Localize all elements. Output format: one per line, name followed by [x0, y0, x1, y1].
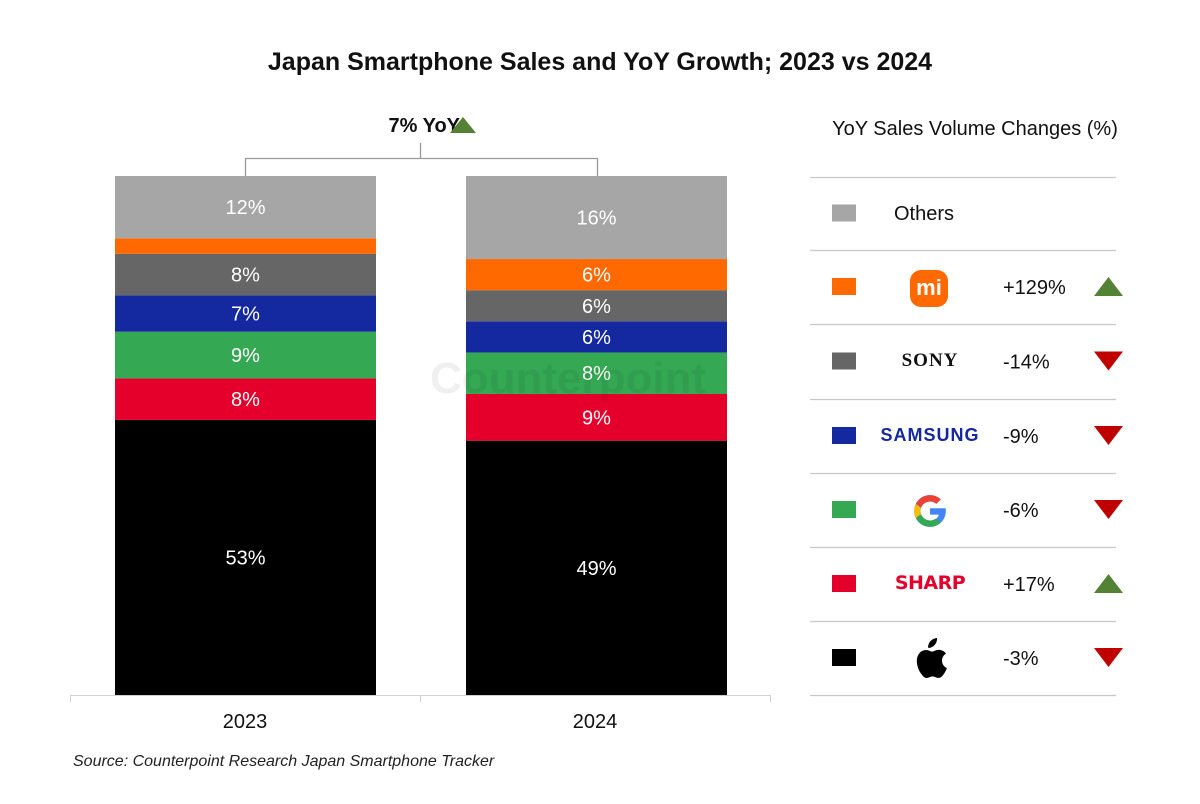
data-label-others-2024: 16% — [576, 208, 616, 230]
x-axis — [70, 695, 771, 702]
triangle-down-icon — [1094, 426, 1123, 445]
source-note: Source: Counterpoint Research Japan Smar… — [73, 753, 495, 770]
total-yoy-label: 7% YoY — [388, 115, 460, 137]
watermark: Counterpoint — [430, 354, 707, 403]
data-label-sharp-2024: 9% — [582, 407, 611, 429]
legend-yoy-google: -6% — [1003, 500, 1039, 522]
triangle-up-icon — [1094, 277, 1123, 296]
data-label-sony-2023: 8% — [231, 265, 260, 287]
triangle-up-icon — [450, 117, 476, 133]
bar-xiaomi-2023 — [115, 238, 376, 254]
data-label-samsung-2023: 7% — [231, 304, 260, 326]
legend-yoy-apple: -3% — [1003, 648, 1039, 670]
legend-label-others: Others — [894, 203, 955, 225]
legend-swatch-xiaomi — [832, 278, 856, 295]
x-tick-2024: 2024 — [572, 711, 618, 733]
sony-logo: SONY — [901, 350, 959, 371]
bar-sony-2023 — [115, 253, 376, 296]
triangle-up-icon — [1094, 574, 1123, 593]
legend-swatch-samsung — [832, 427, 856, 444]
bar-others-2023 — [115, 176, 376, 239]
data-label-sony-2024: 6% — [582, 296, 611, 318]
data-label-apple-2024: 49% — [576, 558, 616, 580]
bar-samsung-2023 — [115, 295, 376, 332]
data-label-others-2023: 12% — [225, 197, 265, 219]
bar-sony-2024 — [466, 290, 727, 322]
data-label-sharp-2023: 8% — [231, 389, 260, 411]
yoy-bracket — [244, 143, 599, 176]
apple-logo — [916, 638, 947, 679]
sharp-logo: SHARP — [894, 572, 966, 594]
legend-yoy-samsung: -9% — [1003, 426, 1039, 448]
legend-swatch-sharp — [832, 575, 856, 592]
google-logo — [914, 495, 946, 527]
bar-xiaomi-2024 — [466, 259, 727, 291]
triangle-down-icon — [1094, 500, 1123, 519]
legend-swatch-google — [832, 501, 856, 518]
bar-samsung-2024 — [466, 321, 727, 353]
samsung-logo: SAMSUNG — [880, 425, 980, 445]
data-label-xiaomi-2024: 6% — [582, 265, 611, 287]
legend-swatch-others — [832, 204, 856, 222]
x-tick-2023: 2023 — [222, 711, 268, 733]
data-label-google-2024: 8% — [582, 363, 611, 385]
legend-title: YoY Sales Volume Changes (%) — [832, 118, 1118, 140]
chart-title: Japan Smartphone Sales and YoY Growth; 2… — [267, 48, 933, 76]
legend-yoy-sony: -14% — [1003, 352, 1050, 374]
bar-google-2023 — [115, 331, 376, 379]
bar-apple-2024 — [466, 440, 727, 695]
legend-yoy-xiaomi: +129% — [1003, 277, 1066, 299]
data-label-google-2023: 9% — [231, 345, 260, 367]
xiaomi-logo: mi — [910, 270, 948, 307]
data-label-samsung-2024: 6% — [582, 327, 611, 349]
bar-sharp-2024 — [466, 393, 727, 441]
triangle-down-icon — [1094, 351, 1123, 371]
bar-google-2024 — [466, 352, 727, 394]
bar-apple-2023 — [115, 419, 376, 695]
triangle-down-icon — [1094, 648, 1123, 667]
data-label-apple-2023: 53% — [225, 547, 265, 569]
legend-yoy-sharp: +17% — [1003, 574, 1055, 596]
legend-swatch-apple — [832, 649, 856, 666]
bar-others-2024 — [466, 176, 727, 260]
bar-sharp-2023 — [115, 378, 376, 420]
legend-swatch-sony — [832, 352, 856, 370]
